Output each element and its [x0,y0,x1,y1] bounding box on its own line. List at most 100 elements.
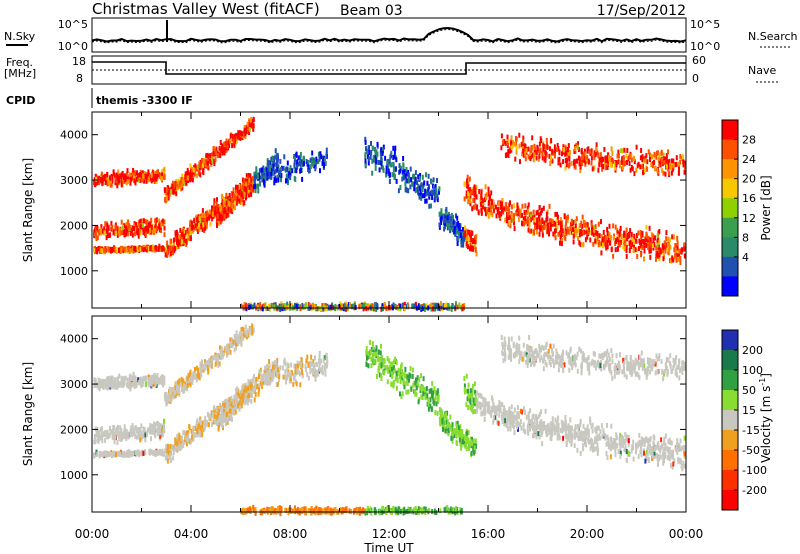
scatter-cell [131,382,133,388]
scatter-cell [428,194,431,200]
scatter-cell [248,122,251,128]
scatter-cell [95,431,98,437]
scatter-cell [100,224,103,230]
scatter-cell [470,240,473,246]
scatter-cell [368,145,371,151]
scatter-cell [116,232,119,238]
scatter-cell [484,184,487,190]
scatter-cell [538,141,541,147]
scatter-cell [670,165,673,170]
scatter-cell [580,149,583,155]
scatter-cell [624,160,626,166]
scatter-cell [201,158,203,163]
scatter-cell [636,254,639,259]
scatter-cell [109,375,112,381]
scatter-cell [457,237,460,243]
scatter-cell [648,248,651,254]
scatter-cell [682,154,684,160]
scatter-cell [260,167,263,173]
scatter-cell [161,218,164,224]
scatter-cell [565,162,568,168]
scatter-cell [151,423,154,429]
scatter-cell [372,155,375,161]
scatter-cell [190,166,193,172]
scatter-cell [602,243,604,249]
scatter-cell [672,257,675,263]
scatter-cell [115,177,118,183]
scatter-cell [243,181,246,187]
scatter-cell [244,304,247,310]
scatter-cell [674,252,677,258]
nsearch-label: N.Search [748,30,798,43]
scatter-cell [451,304,454,309]
scatter-cell [382,144,385,150]
scatter-cell [142,375,145,381]
scatter-cell [93,382,96,388]
scatter-cell [512,140,514,146]
scatter-cell [221,193,223,199]
scatter-cell [580,159,583,165]
scatter-cell [605,158,608,164]
scatter-cell [473,204,476,210]
scatter-cell [363,302,366,308]
scatter-cell [542,205,545,211]
scatter-cell [641,157,644,163]
scatter-cell [232,187,235,193]
scatter-cell [201,208,204,214]
scatter-cell [145,226,147,232]
scatter-cell [198,226,201,232]
scatter-cell [469,246,471,252]
scatter-cell [247,332,250,338]
scatter-cell [201,169,204,175]
scatter-cell [130,245,133,251]
scatter-cell [404,181,407,187]
scatter-cell [206,160,209,166]
scatter-cell [180,177,183,182]
scatter-cell [531,152,534,158]
scatter-cell [142,450,145,456]
scatter-cell [193,171,196,177]
scatter-cell [364,136,367,142]
scatter-cell [242,332,245,338]
scatter-cell [177,178,180,184]
scatter-cell [521,203,524,209]
scatter-cell [545,224,547,230]
scatter-cell [107,246,110,252]
scatter-cell [126,231,129,237]
scatter-cell [640,234,643,240]
scatter-cell [595,142,598,148]
scatter-cell [626,159,628,165]
scatter-cell [104,221,107,227]
scatter-cell [129,386,132,392]
scatter-cell [279,170,282,175]
scatter-cell [100,426,103,432]
scatter-cell [655,253,658,259]
scatter-cell [646,159,649,165]
scatter-cell [625,247,628,253]
scatter-cell [548,231,551,237]
scatter-cell [165,195,168,201]
scatter-cell [611,150,614,156]
scatter-cell [524,151,527,157]
scatter-cell [673,247,676,253]
scatter-cell [131,227,134,233]
scatter-cell [252,327,255,333]
scatter-cell [123,173,126,179]
scatter-cell [573,229,576,235]
scatter-cell [144,231,147,237]
scatter-cell [652,233,655,239]
scatter-cell [675,243,678,248]
scatter-cell [619,239,622,245]
scatter-cell [268,174,271,180]
scatter-cell [635,167,638,173]
scatter-cell [268,160,271,166]
scatter-cell [171,444,174,450]
scatter-cell [323,157,326,163]
scatter-cell [247,173,250,178]
scatter-cell [380,147,383,153]
scatter-cell [181,231,184,237]
scatter-cell [649,254,652,260]
scatter-cell [286,301,289,307]
scatter-cell [255,169,258,175]
scatter-cell [111,381,114,387]
